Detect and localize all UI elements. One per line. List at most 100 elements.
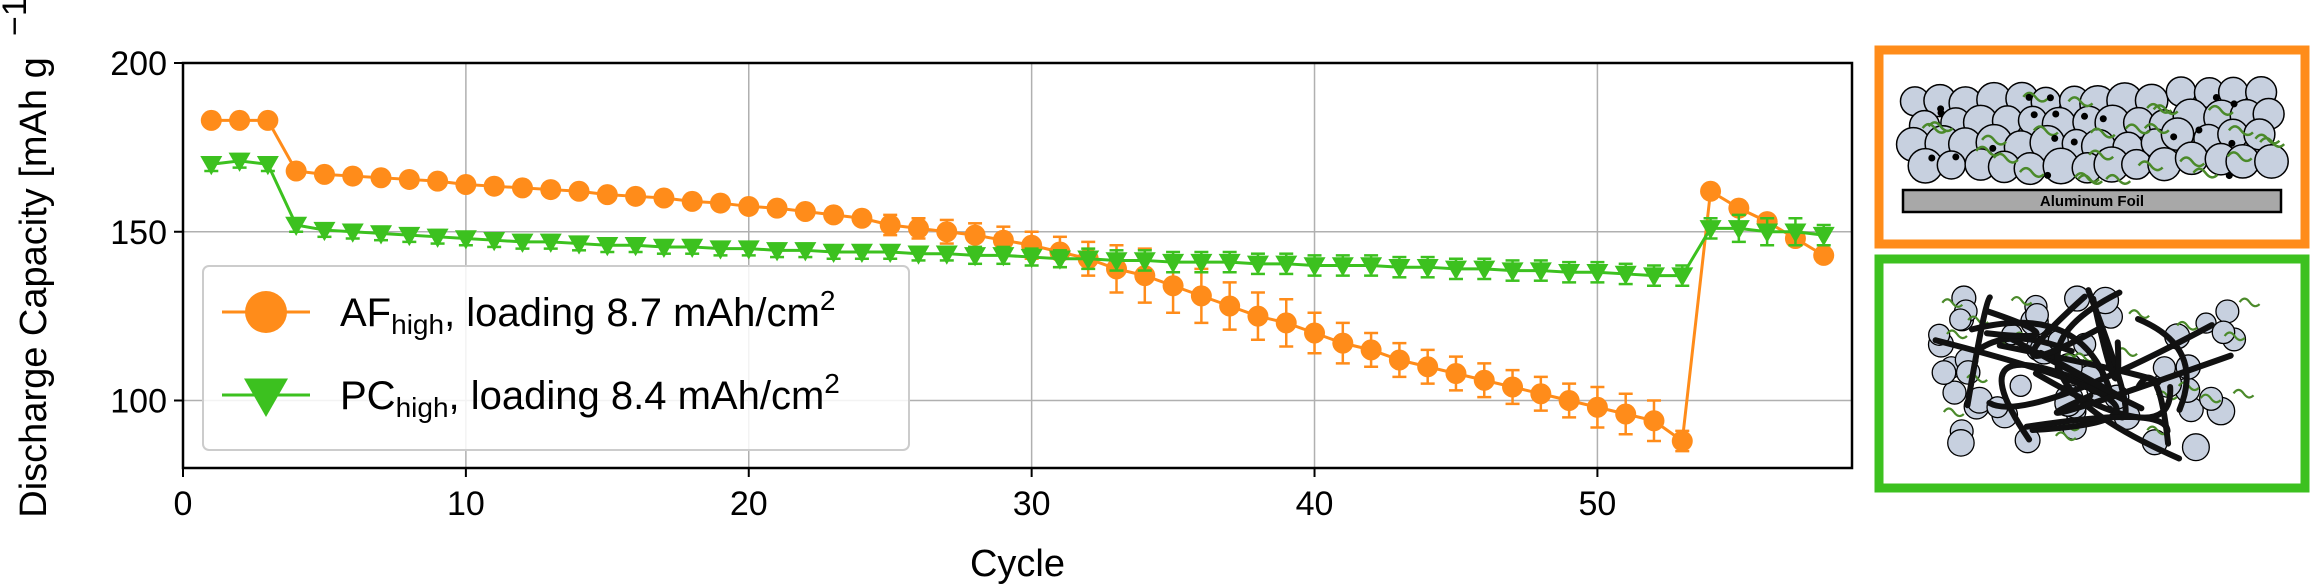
carbon-dot [1989,144,1997,152]
data-point [228,152,251,172]
data-point [568,180,590,202]
carbon-dot [2081,112,2089,120]
data-point [398,226,421,247]
binder [2152,104,2179,116]
particle [2215,299,2240,324]
schematic-aluminum-foil-electrode: Aluminum Foil [1874,45,2310,249]
binder [2207,104,2234,116]
data-point [427,170,449,192]
data-point [1332,332,1354,354]
carbon-fiber [1968,319,2114,395]
data-point [1133,252,1156,272]
data-point [483,231,506,252]
data-point [596,184,618,206]
carbon-dot [2212,93,2220,101]
data-point [766,242,789,262]
carbon-dot [2046,94,2054,102]
data-point [625,185,647,207]
legend-af-subscript: high [391,309,444,340]
carbon-dot [1937,109,1945,117]
binder [2176,320,2199,331]
binder [2067,96,2094,108]
carbon-dot [2228,139,2236,147]
carbon-dot [2052,110,2060,118]
data-point [907,245,930,265]
carbon-fiber [2135,315,2190,413]
data-point [1331,257,1354,277]
data-point [370,225,393,245]
carbon-fiber [2054,289,2183,462]
data-point [653,187,675,209]
data-point [342,165,364,187]
data-point [1558,264,1581,284]
particle [1936,150,1967,180]
binder [2124,123,2151,135]
data-point [1246,255,1269,275]
legend-marker-shape [244,378,288,417]
x-tick-label: 50 [1578,485,1616,523]
carbon-fiber [1986,322,2215,410]
data-point [822,243,845,263]
binder [1946,329,1968,340]
particle [1931,360,1957,385]
schematic-carbon-network-electrode [1874,254,2310,493]
plot-frame [181,61,1854,470]
binder [2054,431,2077,442]
data-point [1671,267,1694,287]
data-point [1444,260,1467,280]
data-point [936,221,958,243]
data-point [1105,252,1128,272]
legend: AFhigh, loading 8.7 mAh/cm2 PChigh, load… [202,265,910,451]
series-line [211,118,1825,444]
data-point [1417,356,1439,378]
carbon-dot [2195,126,2203,134]
binder [2143,123,2170,135]
data-point [992,229,1014,251]
data-point [823,204,845,226]
data-point [851,207,873,229]
data-point [1501,262,1524,282]
data-point [1727,220,1750,240]
data-point [1190,285,1212,307]
data-point [879,214,901,236]
legend-af-name: AF [340,291,391,335]
y-axis-label-superscript: −1 [0,0,34,36]
particle [2211,320,2236,345]
carbon-dot [2070,138,2078,146]
data-point [1558,390,1580,411]
binder [2223,331,2246,342]
legend-label-pc: PChigh, loading 8.4 mAh/cm2 [340,368,840,423]
data-point [1275,255,1298,275]
data-point [1190,253,1213,274]
legend-marker-af [245,291,287,333]
binder [2018,166,2045,178]
carbon-fiber [2136,374,2172,447]
x-axis-label: Cycle [970,543,1065,585]
data-point [1615,403,1637,425]
data-point [1247,305,1269,327]
x-tick-label: 0 [174,485,193,523]
aluminum-foil-label: Aluminum Foil [2040,193,2144,210]
data-point [1812,226,1835,247]
data-point [1784,223,1807,243]
carbon-dot [2099,115,2107,123]
carbon-fiber [1983,307,2040,340]
legend-pc-name: PC [340,374,396,418]
data-point [1275,312,1297,334]
data-point [1020,248,1043,269]
data-point [1303,257,1326,277]
binder [2077,173,2103,185]
data-point [1671,430,1693,452]
data-point [1700,180,1722,202]
data-point [398,168,420,190]
carbon-fiber [2029,293,2103,359]
binder [2238,297,2261,308]
carbon-fiber [1964,294,1993,409]
data-point [568,235,591,255]
carbon-dot [2044,171,2052,179]
data-point [455,174,477,195]
binder [2137,160,2164,172]
binder [2089,127,2116,139]
binder [2105,173,2132,185]
aluminum-foil [1901,188,2283,214]
